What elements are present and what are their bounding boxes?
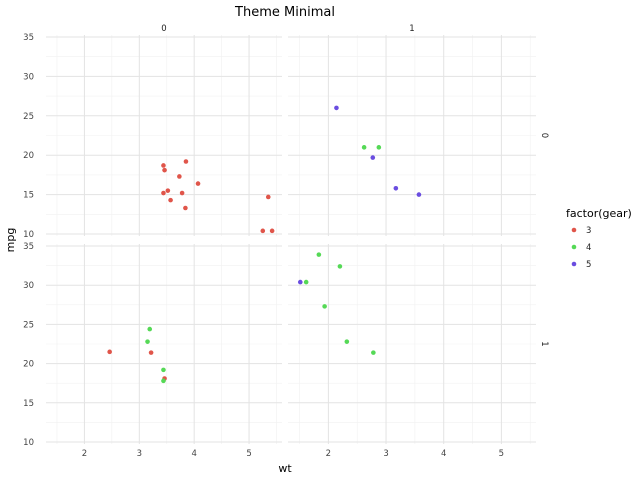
- data-point: [322, 304, 327, 309]
- facet-column-label: 1: [409, 24, 414, 34]
- data-point: [147, 326, 153, 332]
- x-tick-label: 3: [137, 449, 142, 459]
- legend-marker: [571, 261, 577, 267]
- y-tick-label: 15: [23, 399, 34, 409]
- data-point: [303, 279, 309, 285]
- y-tick-label: 30: [23, 281, 34, 291]
- data-point: [297, 279, 303, 285]
- data-point: [148, 350, 154, 355]
- data-point: [260, 228, 266, 234]
- facet-row-label: 1: [539, 341, 549, 346]
- data-point: [161, 378, 166, 384]
- data-point: [162, 167, 167, 173]
- y-tick-label: 30: [23, 72, 34, 82]
- data-point: [168, 197, 173, 203]
- data-point: [179, 190, 185, 196]
- facet-panel: 10 15 20 25 30 35 2 3 4 5: [23, 242, 282, 459]
- y-tick-label: 25: [23, 320, 34, 330]
- data-point: [371, 350, 376, 355]
- y-tick-label: 10: [23, 230, 34, 240]
- data-point: [161, 190, 166, 196]
- x-tick-label: 2: [326, 449, 331, 459]
- data-point: [195, 181, 201, 186]
- data-point: [361, 145, 367, 150]
- y-tick-label: 10: [23, 438, 34, 448]
- y-axis-label: mpg: [4, 228, 17, 253]
- y-tick-label: 25: [23, 112, 34, 122]
- legend: factor(gear) 3 4 5: [566, 207, 632, 270]
- data-point: [177, 174, 182, 179]
- data-point: [334, 105, 339, 111]
- facet-row-label: 0: [539, 133, 549, 138]
- x-axis-label: wt: [278, 462, 292, 475]
- data-point: [161, 163, 166, 168]
- x-tick-label: 2: [82, 449, 87, 459]
- x-tick-label: 4: [191, 449, 196, 459]
- data-point: [183, 159, 189, 164]
- legend-title: factor(gear): [566, 207, 632, 220]
- facet-panel: 10 15 20 25 30 35 0: [23, 24, 282, 240]
- x-tick-label: 5: [246, 449, 251, 459]
- legend-label: 4: [586, 243, 591, 253]
- data-point: [269, 228, 275, 234]
- y-tick-label: 15: [23, 191, 34, 201]
- y-tick-label: 20: [23, 360, 34, 370]
- data-point: [265, 194, 271, 200]
- data-point: [107, 349, 112, 355]
- legend-label: 3: [586, 226, 591, 236]
- data-point: [183, 205, 188, 211]
- y-tick-label: 35: [23, 33, 34, 43]
- legend-marker: [571, 227, 577, 233]
- y-tick-label: 35: [23, 242, 34, 252]
- facet-panel: 10: [288, 24, 549, 236]
- data-point: [337, 264, 343, 269]
- x-tick-label: 4: [441, 449, 446, 459]
- x-tick-label: 3: [383, 449, 388, 459]
- data-point: [416, 192, 422, 197]
- data-point: [161, 367, 166, 373]
- data-point: [370, 155, 376, 160]
- data-point: [316, 252, 322, 257]
- data-point: [393, 185, 399, 191]
- data-point: [376, 145, 382, 150]
- facet-column-label: 0: [161, 24, 166, 34]
- y-tick-label: 20: [23, 151, 34, 161]
- chart-title: Theme Minimal: [234, 5, 335, 20]
- data-point: [145, 339, 150, 344]
- legend-marker: [571, 244, 577, 250]
- data-point: [344, 339, 350, 344]
- data-point: [165, 188, 171, 193]
- x-tick-label: 5: [499, 449, 504, 459]
- facet-panel: 2 3 4 5 1: [288, 244, 549, 459]
- legend-label: 5: [586, 260, 591, 270]
